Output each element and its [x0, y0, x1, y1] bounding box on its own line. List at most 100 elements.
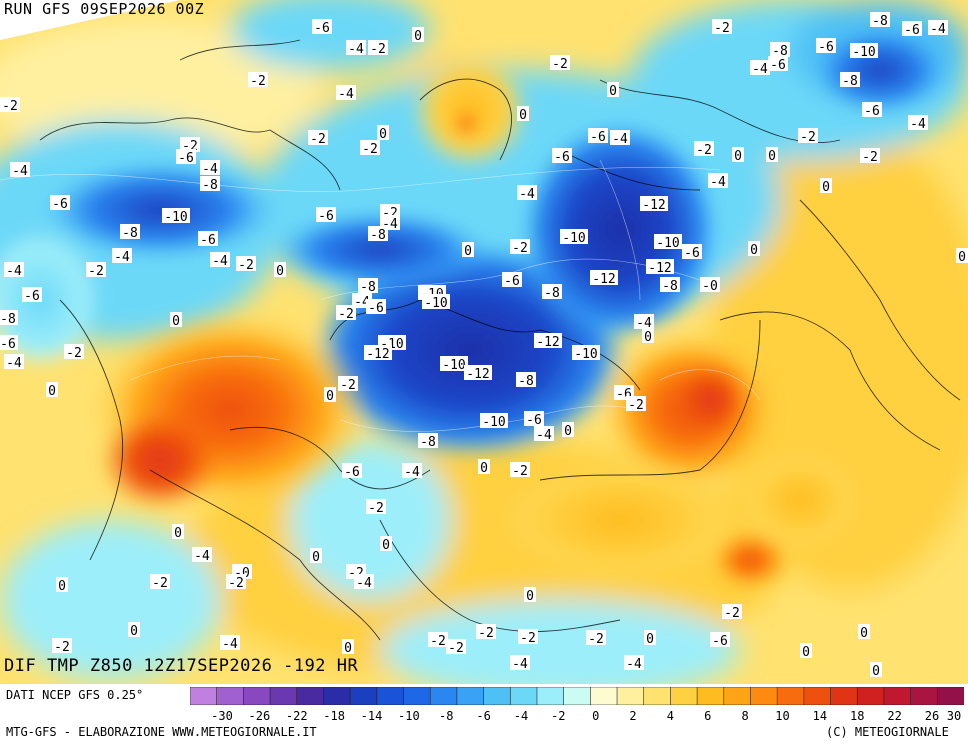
contour-label: -0: [700, 277, 720, 294]
color-scale-tick: -10: [398, 709, 420, 723]
color-swatch: [883, 687, 912, 705]
contour-label: -10: [560, 229, 588, 246]
svg-text:-8: -8: [0, 312, 16, 327]
color-scale-tick: -6: [476, 709, 490, 723]
color-swatch: [563, 687, 592, 705]
contour-label: -2: [52, 638, 72, 655]
color-swatch: [590, 687, 618, 705]
svg-text:-2: -2: [478, 626, 494, 641]
contour-label: -6: [0, 335, 18, 352]
contour-label: -6: [768, 56, 788, 73]
contour-label: 0: [820, 178, 832, 195]
contour-label: -2: [366, 499, 386, 516]
contour-label: 0: [732, 147, 744, 164]
svg-text:0: 0: [58, 579, 66, 594]
run-title: RUN GFS 09SEP2026 00Z: [4, 0, 205, 18]
contour-label: -2: [510, 462, 530, 479]
contour-label: -4: [402, 463, 422, 480]
contour-label: 0: [377, 125, 389, 142]
svg-text:0: 0: [734, 149, 742, 164]
contour-label: -6: [312, 19, 332, 36]
color-swatch: [376, 687, 405, 705]
svg-text:0: 0: [174, 526, 182, 541]
svg-text:-2: -2: [310, 132, 326, 147]
credit-right: (C) METEOGIORNALE: [826, 725, 949, 739]
color-swatch: [429, 687, 458, 705]
svg-text:-6: -6: [526, 413, 542, 428]
color-scale-tick: -30: [211, 709, 233, 723]
contour-label: -2: [550, 55, 570, 72]
contour-label: -2: [336, 305, 356, 322]
contour-label: 0: [462, 242, 474, 259]
svg-text:-4: -4: [114, 250, 130, 265]
contour-label: -2: [518, 629, 538, 646]
contour-label: 0: [170, 312, 182, 329]
contour-label: 0: [274, 262, 286, 279]
contour-label: -2: [338, 376, 358, 393]
svg-text:-4: -4: [356, 576, 372, 591]
color-swatch: [696, 687, 725, 705]
svg-text:-10: -10: [574, 347, 597, 362]
svg-text:-4: -4: [910, 117, 926, 132]
svg-text:-6: -6: [504, 274, 520, 289]
svg-text:-12: -12: [366, 347, 389, 362]
svg-text:-2: -2: [628, 398, 644, 413]
svg-text:-2: -2: [66, 346, 82, 361]
svg-text:-8: -8: [544, 286, 560, 301]
contour-label: -8: [770, 42, 790, 59]
svg-text:0: 0: [526, 589, 534, 604]
svg-text:-2: -2: [862, 150, 878, 165]
svg-text:0: 0: [414, 29, 422, 44]
contour-label: -2: [236, 256, 256, 273]
color-swatch: [509, 687, 538, 705]
color-swatch: [750, 687, 778, 705]
contour-label: -2: [712, 19, 732, 36]
contour-label: -2: [308, 130, 328, 147]
contour-label: -10: [654, 234, 682, 251]
svg-text:-10: -10: [656, 236, 679, 251]
svg-text:-4: -4: [6, 356, 22, 371]
contour-label: 0: [956, 248, 968, 265]
svg-text:-2: -2: [714, 21, 730, 36]
contour-label: 0: [342, 639, 354, 656]
svg-text:0: 0: [646, 632, 654, 647]
contour-label: -2: [64, 344, 84, 361]
contour-label: -6: [816, 38, 836, 55]
contour-label: -8: [840, 72, 860, 89]
contour-label: 0: [128, 622, 140, 639]
contour-label: -12: [464, 365, 492, 382]
svg-text:0: 0: [312, 550, 320, 565]
svg-text:-12: -12: [592, 272, 615, 287]
contour-label: -6: [682, 244, 702, 261]
svg-text:-6: -6: [52, 197, 68, 212]
color-swatch: [937, 687, 964, 705]
svg-text:-4: -4: [348, 42, 364, 57]
svg-text:-6: -6: [344, 465, 360, 480]
contour-label: -4: [928, 20, 948, 37]
svg-text:-6: -6: [554, 150, 570, 165]
svg-text:-8: -8: [122, 226, 138, 241]
svg-text:-6: -6: [864, 104, 880, 119]
svg-text:-2: -2: [552, 57, 568, 72]
color-swatch: [723, 687, 752, 705]
contour-label: -4: [354, 574, 374, 591]
contour-label: -6: [902, 21, 922, 38]
svg-text:-2: -2: [54, 640, 70, 655]
svg-text:0: 0: [822, 180, 830, 195]
color-scale-tick: -18: [323, 709, 345, 723]
svg-text:-12: -12: [642, 198, 665, 213]
svg-text:-8: -8: [202, 178, 218, 193]
contour-label: -4: [610, 130, 630, 147]
contour-label: -2: [368, 40, 388, 57]
svg-text:-2: -2: [370, 42, 386, 57]
data-source-label: DATI NCEP GFS 0.25°: [6, 688, 144, 702]
svg-text:-8: -8: [518, 374, 534, 389]
contour-label: 0: [748, 241, 760, 258]
color-scale-tick: 2: [629, 709, 636, 723]
svg-text:0: 0: [48, 384, 56, 399]
contour-label: -6: [198, 231, 218, 248]
svg-text:-4: -4: [194, 549, 210, 564]
svg-text:-4: -4: [404, 465, 420, 480]
contour-label: 0: [172, 524, 184, 541]
svg-text:-2: -2: [724, 606, 740, 621]
